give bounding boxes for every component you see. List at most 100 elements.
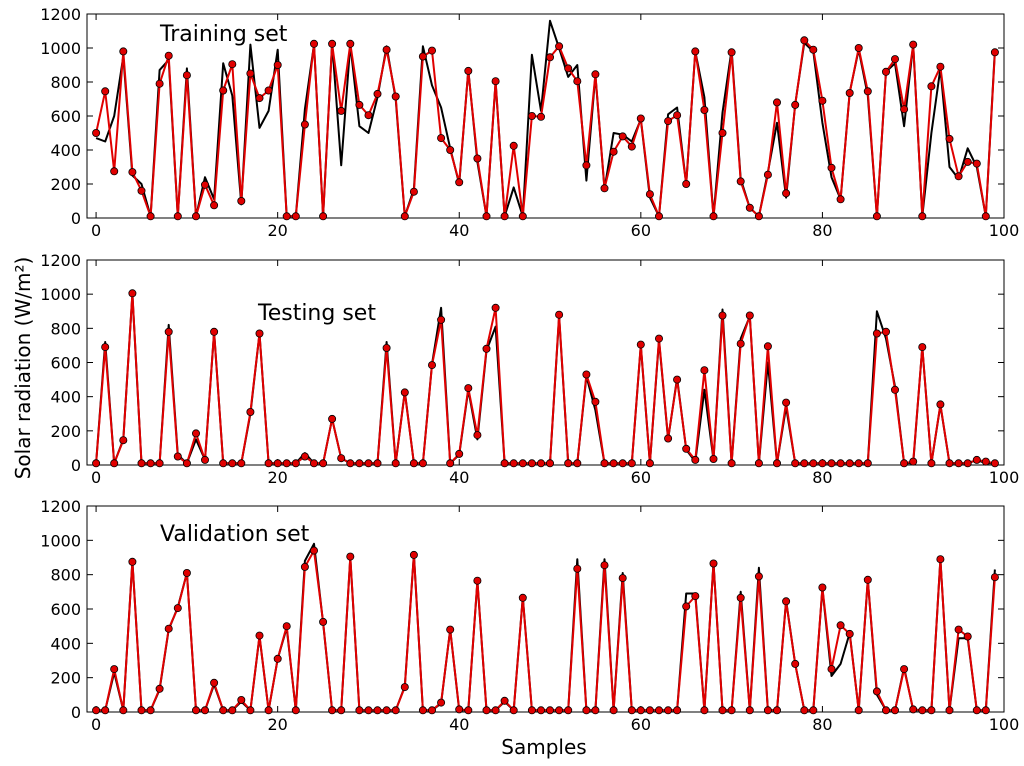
data-point [655,212,664,221]
panel-validation-set: 0 200 400 600 800 1000 1200 0 20 40 60 80 100 Validat… [40,497,1019,734]
data-point [891,706,900,715]
data-point [491,303,500,312]
data-point [745,311,754,320]
data-point [182,459,191,468]
data-point [200,455,209,464]
data-point [555,42,564,51]
data-point [673,111,682,120]
data-point [400,212,409,221]
data-point [691,455,700,464]
data-point [981,706,990,715]
data-point [137,459,146,468]
data-point [845,89,854,98]
panel-title: Validation set [160,522,310,547]
data-point [473,576,482,585]
data-point [518,212,527,221]
data-point [482,706,491,715]
data-point [173,604,182,613]
data-point [191,706,200,715]
x-tick-label: 0 [91,468,101,487]
data-point [527,706,536,715]
data-point [700,106,709,115]
data-point [291,706,300,715]
data-point [482,344,491,353]
data-point [972,159,981,168]
data-point [473,154,482,163]
data-point [972,455,981,464]
data-point [128,557,137,566]
data-point [546,53,555,62]
data-point [827,459,836,468]
data-point [882,67,891,76]
data-point [718,311,727,320]
data-point [191,212,200,221]
y-tick-label: 200 [50,422,81,441]
data-point [373,706,382,715]
data-point [273,654,282,663]
data-point [645,190,654,199]
data-point [291,459,300,468]
y-tick-label: 400 [50,141,81,160]
data-point [509,459,518,468]
data-point [210,678,219,687]
data-point [664,434,673,443]
data-point [346,39,355,48]
data-point [591,397,600,406]
x-tick-label: 100 [989,715,1020,734]
x-tick-label: 80 [812,221,832,240]
data-point [527,459,536,468]
data-point [119,47,128,56]
data-point [818,583,827,592]
data-point [927,82,936,91]
data-point [555,706,564,715]
data-point [473,431,482,440]
data-point [845,629,854,638]
data-point [927,706,936,715]
data-point [137,706,146,715]
data-point [500,459,509,468]
data-point [609,459,618,468]
data-point [863,87,872,96]
data-point [264,706,273,715]
data-point [882,327,891,336]
data-point [918,706,927,715]
data-point [600,184,609,193]
series-line-red [95,292,996,465]
data-point [945,134,954,143]
data-point [791,659,800,668]
data-point [173,452,182,461]
data-point [364,111,373,120]
data-point [155,684,164,693]
data-point [682,179,691,188]
data-point [691,592,700,601]
data-point [754,572,763,581]
data-point [918,343,927,352]
data-point [455,705,464,714]
data-point [773,459,782,468]
data-point [782,597,791,606]
data-point [727,706,736,715]
data-point [709,559,718,568]
data-point [518,593,527,602]
y-tick-label: 1200 [40,497,81,516]
data-point [836,459,845,468]
data-point [200,180,209,189]
data-point [155,79,164,88]
data-point [709,454,718,463]
data-point [754,459,763,468]
data-point [582,161,591,170]
data-point [827,665,836,674]
data-point [101,343,110,352]
data-point [573,77,582,86]
data-point [346,552,355,561]
data-point [736,177,745,186]
data-point [990,48,999,57]
data-point [618,459,627,468]
x-tick-label: 60 [631,221,651,240]
data-point [119,706,128,715]
data-point [446,145,455,154]
data-point [564,459,573,468]
data-point [727,459,736,468]
data-point [101,706,110,715]
data-point [319,617,328,626]
